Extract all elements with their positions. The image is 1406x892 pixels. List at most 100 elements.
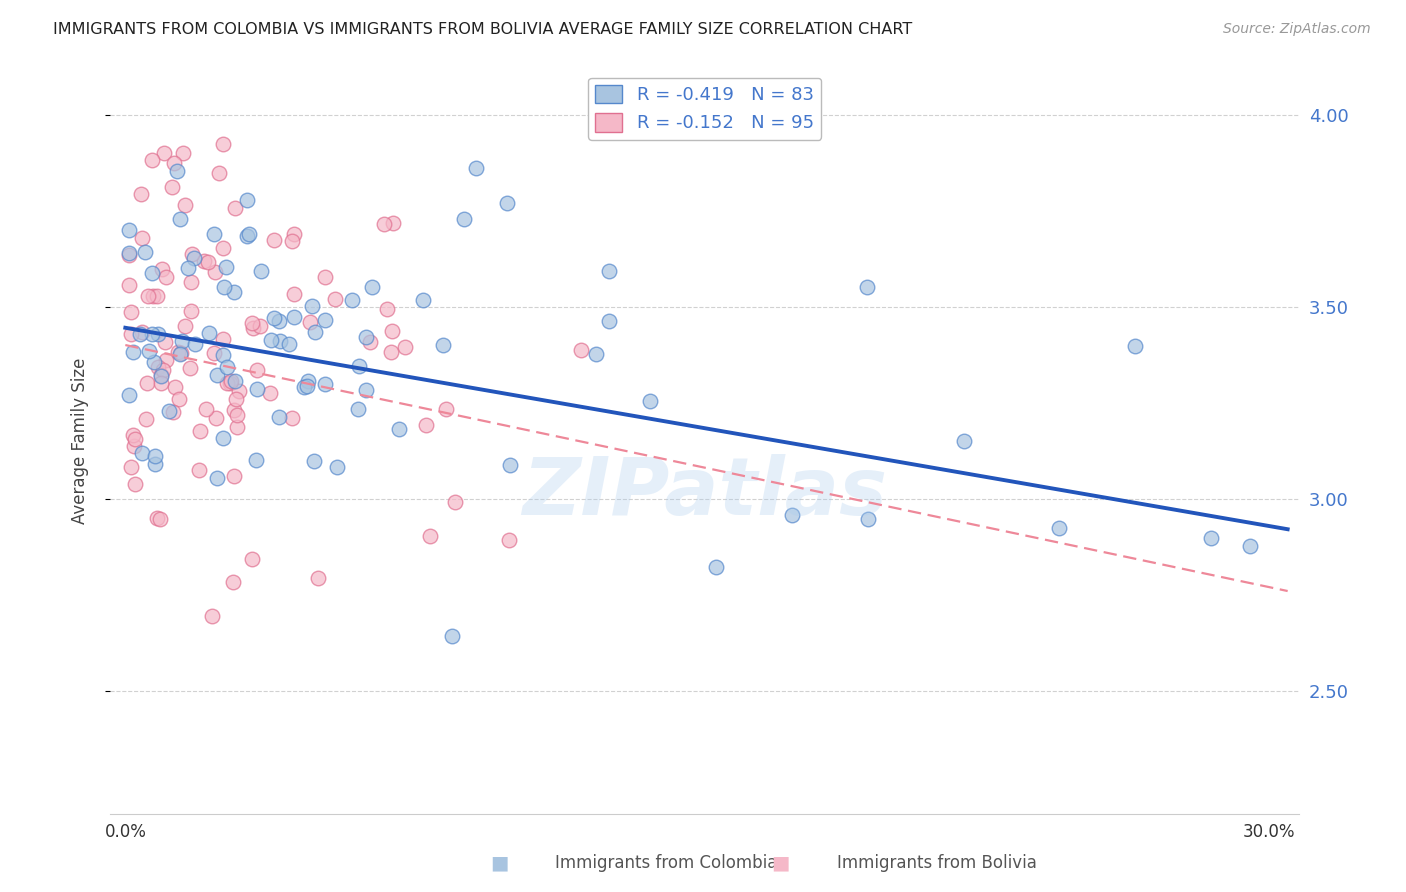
Point [148,327,170,342]
Point [169,392,191,407]
Point [314,313,336,327]
Point [281,410,304,425]
Point [118,223,141,237]
Point [183,252,205,266]
Text: Immigrants from Bolivia: Immigrants from Bolivia [837,855,1036,872]
Point [118,278,141,293]
Point [166,345,188,359]
Point [172,145,194,160]
Point [292,380,315,394]
Point [415,418,437,433]
Point [184,337,207,351]
Point [212,348,235,362]
Point [240,316,263,330]
Point [205,411,228,425]
Point [249,319,271,334]
Point [150,369,173,384]
Point [131,231,153,245]
Point [952,434,974,448]
Legend: R = -0.419   N = 83, R = -0.152   N = 95: R = -0.419 N = 83, R = -0.152 N = 95 [588,78,821,140]
Point [205,368,228,382]
Point [638,393,661,408]
Point [222,285,245,300]
Point [361,280,384,294]
Point [152,363,174,377]
Point [381,324,404,338]
Point [142,289,165,303]
Point [302,454,325,468]
Text: Source: ZipAtlas.com: Source: ZipAtlas.com [1223,22,1371,37]
Point [221,574,243,589]
Point [245,453,267,467]
Point [146,359,169,374]
Point [283,286,305,301]
Point [218,376,240,390]
Point [297,375,319,389]
Point [1239,539,1261,553]
Point [120,305,142,319]
Point [205,470,228,484]
Point [136,289,159,303]
Point [498,533,520,547]
Point [498,458,520,473]
Point [224,469,246,483]
Point [149,511,172,525]
Point [301,299,323,313]
Point [188,463,211,477]
Point [222,403,245,417]
Point [419,529,441,543]
Point [169,212,191,227]
Point [122,428,145,442]
Point [569,343,592,357]
Point [246,363,269,377]
Point [162,404,184,418]
Point [226,408,249,422]
Point [585,347,607,361]
Point [141,327,163,342]
Point [495,196,517,211]
Point [295,379,318,393]
Point [314,377,336,392]
Point [263,233,285,247]
Point [163,380,186,394]
Point [394,340,416,354]
Point [172,334,194,349]
Point [1123,339,1146,353]
Point [118,248,141,262]
Point [375,302,398,317]
Point [131,446,153,460]
Point [146,511,169,525]
Point [443,494,465,508]
Point [246,382,269,396]
Point [170,346,193,360]
Point [354,383,377,397]
Point [215,359,238,374]
Point [283,227,305,241]
Point [131,326,153,340]
Point [212,137,235,152]
Point [122,439,145,453]
Point [224,374,246,388]
Point [267,313,290,327]
Point [157,404,180,418]
Point [118,388,141,402]
Point [124,432,146,446]
Point [277,337,299,351]
Point [204,265,226,279]
Point [207,166,229,180]
Point [150,368,173,382]
Point [135,376,157,390]
Point [169,347,191,361]
Point [259,386,281,401]
Point [215,260,238,274]
Point [124,476,146,491]
Point [453,211,475,226]
Point [141,153,163,167]
Point [204,345,226,359]
Point [858,511,880,525]
Point [211,241,233,255]
Point [211,431,233,445]
Point [153,335,176,350]
Point [120,326,142,341]
Point [155,352,177,367]
